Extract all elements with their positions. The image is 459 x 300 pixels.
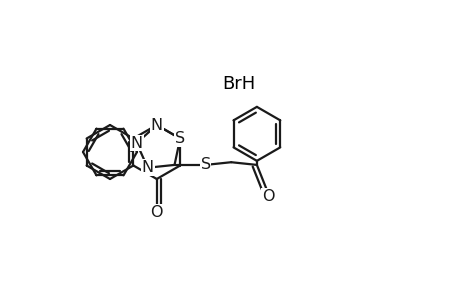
Text: O: O xyxy=(262,189,274,204)
Text: S: S xyxy=(200,158,210,172)
Text: N: N xyxy=(141,160,153,175)
Text: O: O xyxy=(150,205,162,220)
Text: BrH: BrH xyxy=(222,75,255,93)
Text: S: S xyxy=(175,131,185,146)
Text: N: N xyxy=(151,118,162,133)
Text: N: N xyxy=(130,136,142,151)
